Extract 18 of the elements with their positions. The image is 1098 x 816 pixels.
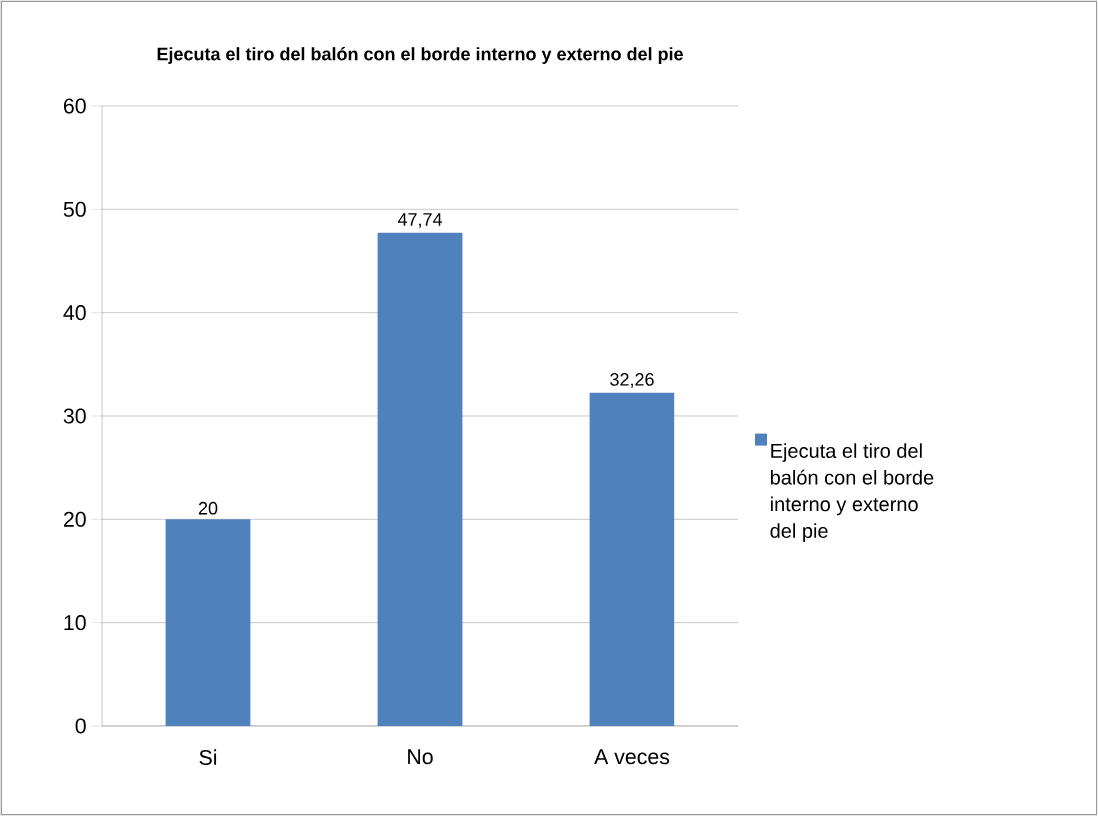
bar <box>377 232 463 726</box>
x-tick-label: No <box>408 749 433 765</box>
y-tick-label: 10 <box>64 615 86 631</box>
data-label: 20 <box>198 501 218 515</box>
data-label: 32,26 <box>610 373 654 388</box>
y-tick-label: 50 <box>63 201 86 217</box>
bar <box>589 392 675 726</box>
x-tick-label: A veces <box>594 749 670 765</box>
y-tick-label: 20 <box>63 511 86 527</box>
y-tick-label: 40 <box>63 305 86 321</box>
x-tick-label: Si <box>199 749 217 766</box>
y-tick-label: 60 <box>63 98 86 114</box>
y-tick-label: 30 <box>63 408 86 424</box>
chart-title: Ejecuta el tiro del balón con el borde interno y externo del pie <box>157 47 683 64</box>
data-label: 47,74 <box>397 213 443 228</box>
y-tick-label: 0 <box>75 718 86 734</box>
legend-label: Ejecuta el tiro del balón con el borde interno y externo del pie <box>770 443 934 542</box>
bar <box>165 519 251 726</box>
